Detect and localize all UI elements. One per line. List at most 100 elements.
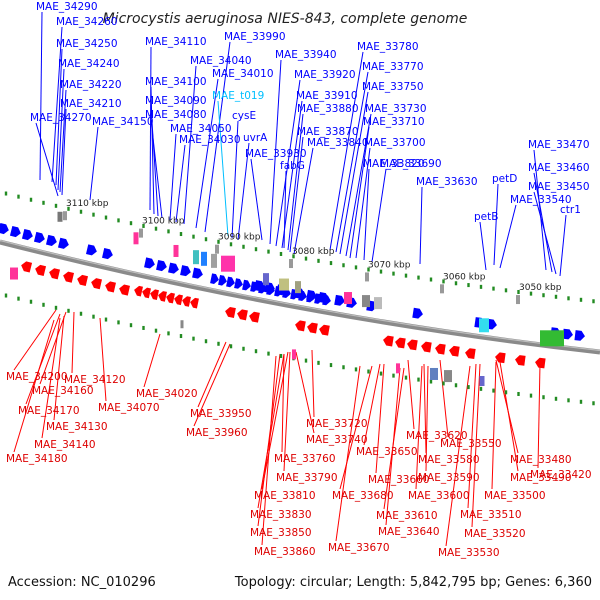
forward-gene-arrow [85,244,97,256]
reverse-gene-arrow [105,281,116,293]
bottom-gene-label: MAE_34120 [64,374,126,386]
top-leader-lines [35,11,567,277]
reverse-gene-arrow [295,320,306,332]
top-leader-line [533,172,553,273]
top-gene-label: MAE_33750 [362,81,424,93]
reverse-gene-arrow [35,264,47,276]
scale-tick [429,379,433,384]
scale-tick [167,229,170,234]
scale-tick [129,323,133,328]
top-leader-line [281,100,303,249]
bottom-leader-line [261,351,289,490]
bottom-gene-label: MAE_33760 [274,453,336,465]
bottom-leader-line [261,355,277,546]
feature-block [430,367,438,380]
scale-tick [129,221,133,226]
reverse-gene-arrow [158,291,167,302]
bottom-gene-label: MAE_33860 [254,546,316,558]
bottom-gene-label: MAE_33480 [510,454,572,466]
scale-tick [317,360,320,365]
top-gene-label: MAE_34100 [145,76,207,88]
feature-block [180,320,184,329]
bottom-gene-label: MAE_33850 [250,527,312,539]
top-gene-label: MAE_34290 [36,1,98,13]
scale-tick [442,381,445,386]
scale-tick [492,388,495,393]
bottom-leader-line [375,363,385,474]
top-gene-label: MAE_33710 [363,116,425,128]
forward-gene-arrow [156,260,167,272]
top-gene-label: MAE_34080 [145,109,207,121]
feature-block [479,318,489,333]
bottom-leader-line [41,317,61,439]
top-gene-label: cysE [232,110,256,122]
top-gene-label: MAE_34270 [30,112,92,124]
scale-tick [292,254,295,259]
scale-major-tick [516,295,520,305]
top-gene-label: petD [492,173,517,185]
bottom-gene-label: MAE_33490 [510,472,572,484]
feature-block [292,349,296,360]
scale-tick [242,346,245,351]
top-gene-label: MAE_33770 [362,61,424,73]
forward-gene-arrow [33,231,45,244]
bottom-leader-line [339,365,373,490]
scale-tick [304,256,308,261]
top-gene-label: MAE_t019 [212,90,264,102]
bottom-gene-label: MAE_33590 [418,472,480,484]
scale-tick [529,393,533,398]
accession-text: Accession: NC_010296 [8,575,156,590]
bottom-leader-line [281,353,285,453]
scale-tick [567,296,570,301]
forward-gene-arrow [210,273,219,284]
bottom-gene-label: MAE_33640 [378,526,440,538]
scale-tick [592,299,595,304]
reverse-gene-arrow [421,341,432,353]
feature-block [344,292,352,305]
top-gene-label: MAE_33920 [294,69,356,81]
scale-tick [379,269,383,274]
feature-block [193,250,199,265]
scale-tick [267,351,270,356]
bottom-leader-lines [13,309,541,547]
feature-block [263,273,269,286]
bottom-gene-label: MAE_33950 [190,408,252,420]
scale-major-tick [365,272,369,282]
scale-tick [154,328,158,333]
bottom-gene-label: MAE_33530 [438,547,500,559]
scale-tick [554,396,558,401]
bottom-leader-line [471,363,481,528]
scale-tick [142,325,145,330]
bottom-leader-line [257,353,281,527]
reverse-gene-arrow [142,287,151,299]
bottom-gene-label: MAE_33650 [356,446,418,458]
forward-gene-arrow [218,275,227,286]
scale-tick [54,305,58,310]
forward-gene-arrow [322,294,331,306]
feature-block [201,251,207,266]
scale-tick [204,237,208,242]
forward-gene-arrow [306,291,315,303]
scale-tick [342,263,345,268]
top-gene-label: fabG [280,160,305,172]
scale-tick [167,331,170,336]
scale-tick [192,234,195,239]
top-leader-line [289,136,304,253]
gene-features [0,211,585,387]
scale-tick [104,317,108,322]
scale-tick [354,265,358,270]
top-leader-line [479,221,487,271]
forward-gene-arrow [234,278,243,289]
reverse-gene-arrow [465,348,476,359]
bottom-gene-label: MAE_33670 [328,542,390,554]
scale-tick [467,385,470,390]
scale-label: 3100 kbp [142,217,185,227]
scale-tick [242,244,245,249]
top-leader-line [335,71,369,253]
scale-tick [429,277,433,282]
scale-tick [117,320,120,325]
scale-tick [579,297,583,302]
top-gene-label: MAE_34050 [170,123,232,135]
reverse-gene-arrow [535,357,546,369]
forward-gene-arrow [57,237,69,249]
